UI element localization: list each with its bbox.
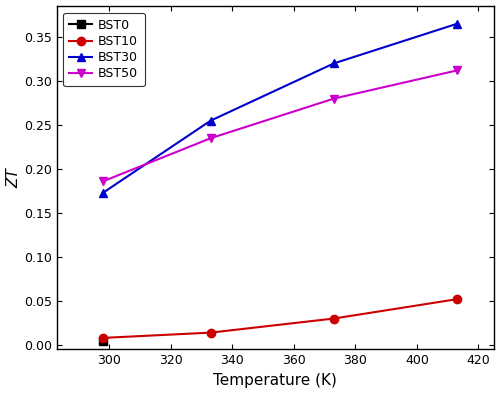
BST10 xyxy=(454,297,460,301)
BST50 xyxy=(100,179,106,184)
BST30 xyxy=(331,61,337,66)
X-axis label: Temperature (K): Temperature (K) xyxy=(214,373,338,388)
Line: BST10: BST10 xyxy=(99,295,461,342)
Line: BST30: BST30 xyxy=(99,20,461,197)
BST50 xyxy=(208,136,214,141)
BST10 xyxy=(331,316,337,321)
BST30 xyxy=(100,190,106,195)
Y-axis label: ZT: ZT xyxy=(6,168,21,188)
BST10 xyxy=(100,336,106,340)
BST30 xyxy=(454,22,460,26)
Line: BST50: BST50 xyxy=(99,66,461,186)
BST50 xyxy=(331,96,337,101)
BST10 xyxy=(208,330,214,335)
BST50 xyxy=(454,68,460,73)
BST30 xyxy=(208,118,214,123)
Legend: BST0, BST10, BST30, BST50: BST0, BST10, BST30, BST50 xyxy=(63,13,144,86)
